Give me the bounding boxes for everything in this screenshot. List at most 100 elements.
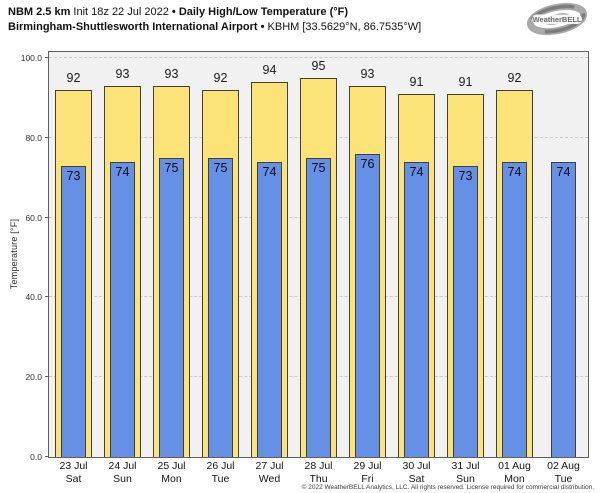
day-slot: 93 76 [343, 52, 392, 457]
day-slot: 92 74 [490, 52, 539, 457]
title-product: Daily High/Low Temperature (°F) [178, 6, 349, 18]
x-tick-date: 28 Jul [304, 460, 333, 472]
x-tick-weekday: Sat [408, 472, 425, 485]
y-tick-mark [45, 376, 49, 378]
title-separator: • [260, 21, 265, 33]
low-temp-bar: 76 [354, 153, 381, 457]
low-value-label: 73 [66, 168, 81, 183]
low-temp-bar: 73 [452, 165, 479, 457]
y-tick-label: 100.0 [20, 53, 42, 63]
day-slot: 94 74 [245, 52, 294, 457]
title-separator: • [171, 6, 176, 18]
plot-area: 0.0 20.0 40.0 60.0 80.0 100.0 92 73 23 Jul Sat 93 7… [21, 51, 589, 485]
station-id: KBHM [33.5629°N, 86.7535°W] [267, 21, 422, 33]
y-tick-label: 80.0 [25, 132, 42, 143]
title-init-time: Init 18z 22 Jul 2022 [73, 6, 169, 18]
low-temp-bar: 74 [256, 161, 283, 457]
x-tick-weekday: Fri [361, 472, 374, 485]
x-tick-weekday: Sun [456, 472, 475, 485]
copyright-text: © 2022 WeatherBELL Analytics, LLC. All r… [301, 484, 594, 491]
y-tick-mark [45, 456, 49, 457]
low-value-label: 74 [262, 164, 277, 179]
low-value-label: 74 [115, 164, 130, 179]
x-tick-label: 27 Jul Wed [245, 460, 294, 485]
high-value-label: 94 [262, 62, 277, 77]
x-tick-weekday: Mon [504, 472, 525, 485]
y-tick-label: 20.0 [25, 372, 42, 383]
title-line-2: Birmingham-Shuttlesworth International A… [8, 20, 421, 35]
low-value-label: 74 [556, 164, 571, 179]
y-tick-mark [45, 216, 49, 218]
high-value-label: 95 [311, 58, 326, 73]
x-tick-label: 23 Jul Sat [49, 460, 98, 485]
day-slot: 95 75 [294, 52, 343, 457]
x-tick-date: 23 Jul [59, 460, 88, 472]
high-value-label: 92 [213, 70, 228, 85]
day-slot: 91 74 [392, 52, 441, 457]
high-value-label: 91 [409, 74, 424, 89]
title-line-1: NBM 2.5 km Init 18z 22 Jul 2022 • Daily … [8, 5, 421, 20]
x-tick-label: 29 Jul Fri [343, 460, 392, 485]
y-tick-mark [45, 136, 49, 138]
low-temp-bar: 74 [501, 161, 528, 457]
day-slot: 93 74 [98, 52, 147, 457]
gridline [49, 57, 588, 58]
high-value-label: 93 [164, 66, 179, 81]
title-model: NBM 2.5 km [8, 6, 71, 18]
x-tick-label: 24 Jul Sun [98, 460, 147, 485]
low-temp-bar: 75 [158, 157, 185, 457]
high-value-label: 91 [458, 74, 473, 89]
high-value-label: 92 [66, 70, 81, 85]
x-tick-label: 31 Jul Sun [441, 460, 490, 485]
x-tick-date: 29 Jul [353, 460, 382, 472]
day-slot: 93 75 [147, 52, 196, 457]
x-tick-date: 25 Jul [157, 460, 186, 472]
low-value-label: 75 [213, 160, 228, 175]
y-tick-label: 0.0 [30, 452, 42, 462]
low-value-label: 73 [458, 168, 473, 183]
x-tick-weekday: Tue [554, 472, 573, 485]
x-tick-label: 25 Jul Mon [147, 460, 196, 485]
day-slot: 74 [539, 52, 588, 457]
y-tick-mark [45, 57, 49, 58]
high-value-label: 92 [507, 70, 522, 85]
low-value-label: 75 [164, 160, 179, 175]
x-tick-weekday: Thu [309, 472, 328, 485]
x-tick-date: 01 Aug [498, 460, 531, 472]
y-axis-label: Temperature [°F] [9, 218, 19, 290]
y-tick-label: 60.0 [25, 212, 42, 223]
low-temp-bar: 75 [207, 157, 234, 457]
weatherbell-swirl-icon: WeatherBELL [526, 2, 588, 36]
low-temp-bar: 74 [550, 161, 577, 457]
x-tick-weekday: Sat [65, 472, 82, 485]
x-tick-weekday: Mon [161, 472, 182, 485]
low-temp-bar: 75 [305, 157, 332, 457]
x-tick-date: 31 Jul [451, 460, 480, 472]
station-name: Birmingham-Shuttlesworth International A… [8, 21, 258, 33]
x-tick-label: 02 Aug Tue [539, 460, 588, 485]
x-tick-weekday: Tue [211, 472, 230, 485]
x-tick-label: 28 Jul Thu [294, 460, 343, 485]
y-tick-label: 40.0 [25, 292, 42, 303]
x-tick-date: 24 Jul [108, 460, 137, 472]
low-value-label: 74 [409, 164, 424, 179]
chart-header: NBM 2.5 km Init 18z 22 Jul 2022 • Daily … [8, 5, 421, 35]
x-tick-date: 02 Aug [547, 460, 580, 472]
x-tick-label: 01 Aug Mon [490, 460, 539, 485]
low-value-label: 74 [507, 164, 522, 179]
low-temp-bar: 74 [403, 161, 430, 457]
low-value-label: 76 [360, 156, 375, 171]
high-value-label: 93 [115, 66, 130, 81]
day-slot: 92 73 [49, 52, 98, 457]
day-slot: 91 73 [441, 52, 490, 457]
x-tick-date: 27 Jul [255, 460, 284, 472]
low-temp-bar: 74 [109, 161, 136, 457]
high-value-label: 93 [360, 66, 375, 81]
x-tick-weekday: Sun [113, 472, 132, 485]
x-tick-label: 30 Jul Sat [392, 460, 441, 485]
weatherbell-logo: WeatherBELL [523, 2, 591, 41]
low-value-label: 75 [311, 160, 326, 175]
y-tick-mark [45, 296, 49, 298]
x-tick-weekday: Wed [258, 472, 281, 485]
